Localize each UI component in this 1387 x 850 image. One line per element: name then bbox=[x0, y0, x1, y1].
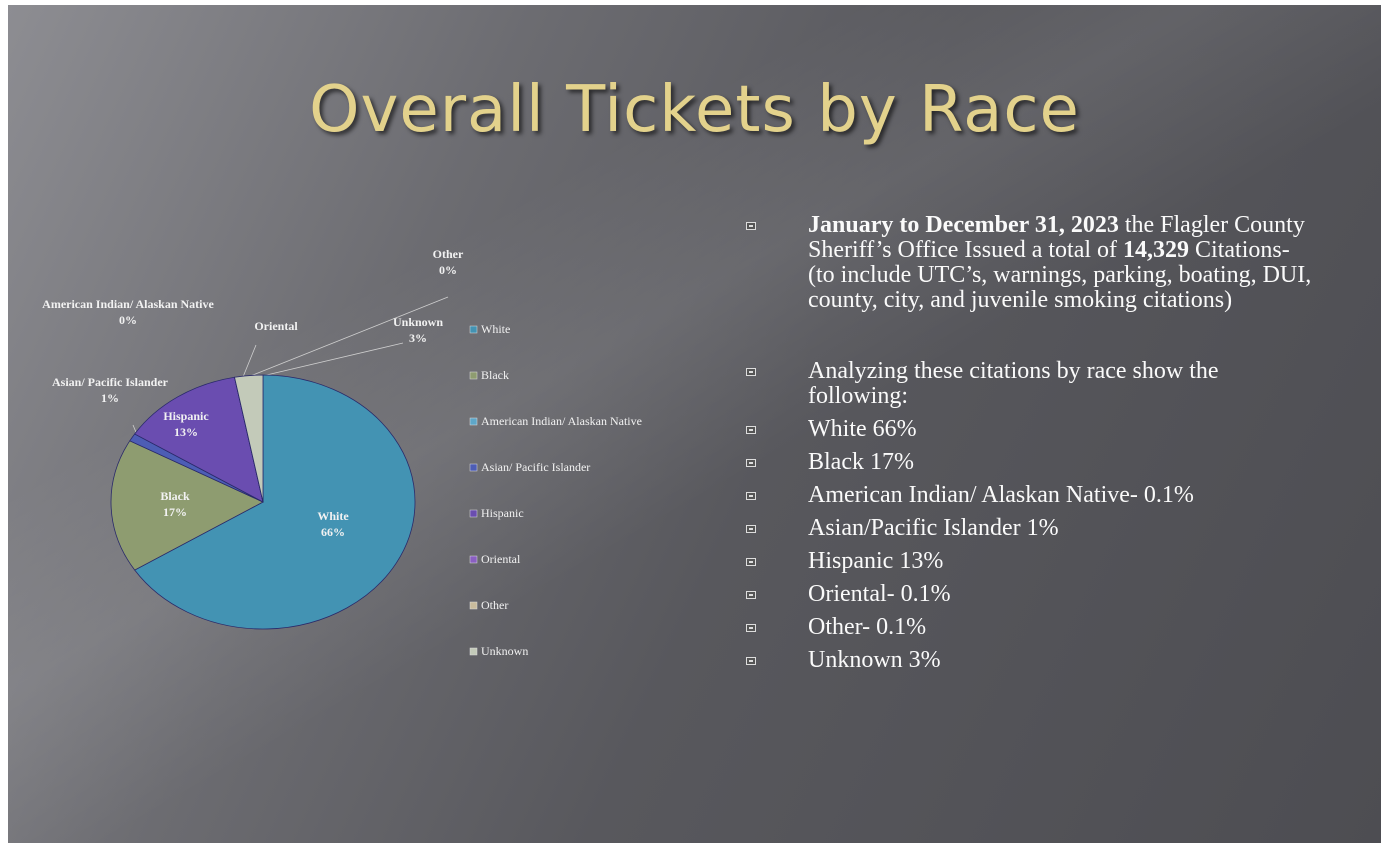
slice-label: Oriental bbox=[254, 319, 298, 333]
slice-value-label: 1% bbox=[101, 391, 119, 405]
slice-label: Hispanic bbox=[163, 409, 209, 423]
slice-value-label: 66% bbox=[321, 525, 345, 539]
slice-label: White bbox=[317, 509, 349, 523]
legend-swatch bbox=[469, 325, 478, 334]
slice-label: Asian/ Pacific Islander bbox=[52, 375, 169, 389]
legend-label: Hispanic bbox=[481, 506, 524, 520]
slice-label: American Indian/ Alaskan Native bbox=[42, 297, 214, 311]
pie-slice bbox=[134, 374, 416, 630]
legend-label: Black bbox=[481, 368, 509, 382]
bullet: Other- 0.1% bbox=[746, 615, 1318, 640]
legend-swatch bbox=[469, 647, 478, 656]
slice-value-label: 0% bbox=[439, 263, 457, 277]
bullet: Analyzing these citations by race show t… bbox=[746, 359, 1318, 409]
leader-line bbox=[257, 342, 404, 378]
legend-label: Asian/ Pacific Islander bbox=[481, 460, 590, 474]
legend-swatch bbox=[469, 555, 478, 564]
bullet: Hispanic 13% bbox=[746, 549, 1318, 574]
legend-swatch bbox=[469, 371, 478, 380]
legend-label: White bbox=[481, 322, 510, 336]
leader-line bbox=[247, 296, 449, 378]
slice-value-label: 0% bbox=[119, 313, 137, 327]
legend-swatch bbox=[469, 509, 478, 518]
slice-label: Unknown bbox=[393, 315, 443, 329]
bullet: American Indian/ Alaskan Native- 0.1% bbox=[746, 483, 1318, 508]
slice-label: Other bbox=[433, 247, 464, 261]
pie-slice bbox=[234, 374, 264, 503]
bullet: Oriental- 0.1% bbox=[746, 582, 1318, 607]
pie-slice bbox=[134, 376, 264, 503]
bullet: Black 17% bbox=[746, 450, 1318, 475]
slice-value-label: 13% bbox=[174, 425, 198, 439]
bullet-run: Citations- (to include UTC’s, warnings, … bbox=[808, 237, 1312, 313]
bullet-run: January to December 31, 2023 bbox=[808, 212, 1119, 238]
leader-line bbox=[242, 344, 257, 378]
bullet: White 66% bbox=[746, 417, 1318, 442]
slice-value-label: 17% bbox=[163, 505, 187, 519]
bullet-list: January to December 31, 2023 the Flagler… bbox=[746, 212, 1318, 681]
bullet-run: the Flagler County Sheriff’s Office Issu… bbox=[808, 212, 1305, 263]
slice-label: Black bbox=[160, 489, 190, 503]
legend-swatch bbox=[469, 417, 478, 426]
legend-swatch bbox=[469, 463, 478, 472]
pie-slice bbox=[110, 440, 264, 571]
legend-label: Unknown bbox=[481, 644, 528, 658]
slide: Overall Tickets by Race White 66% White Bla… bbox=[8, 5, 1381, 843]
slice-value-label: 3% bbox=[409, 331, 427, 345]
bullet: January to December 31, 2023 the Flagler… bbox=[746, 212, 1318, 313]
legend-swatch bbox=[469, 601, 478, 610]
bullet: Asian/Pacific Islander 1% bbox=[746, 516, 1318, 541]
bullet: Unknown 3% bbox=[746, 648, 1318, 673]
legend-label: Oriental bbox=[481, 552, 521, 566]
slide-title: Overall Tickets by Race bbox=[309, 73, 1080, 147]
bullet-run: 14,329 bbox=[1123, 237, 1190, 263]
chart: White 66% White Black 17% Black American India… bbox=[42, 247, 642, 658]
legend-label: Other bbox=[481, 598, 508, 612]
legend-label: American Indian/ Alaskan Native bbox=[481, 414, 642, 428]
